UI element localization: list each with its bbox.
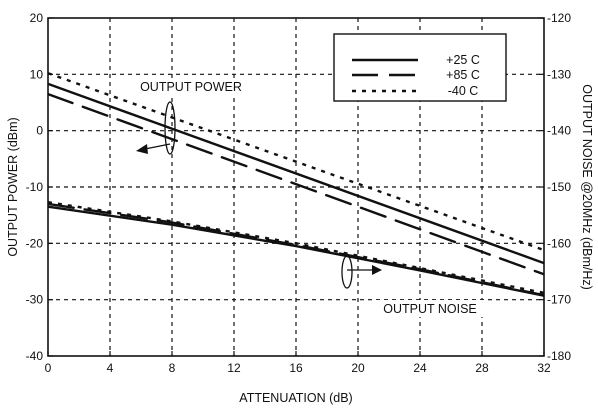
output-power-label: OUTPUT POWER	[140, 80, 242, 94]
y2-tick-label: -160	[547, 236, 571, 250]
noise-group-ellipse	[341, 255, 353, 289]
x-tick-label: 28	[475, 361, 489, 375]
output-power-annotation: OUTPUT POWER	[126, 78, 256, 155]
y-axis-ticks: -40 -30 -20 -10 0 10 20	[26, 11, 53, 363]
output-noise-label: OUTPUT NOISE	[383, 302, 477, 316]
legend-box	[333, 33, 507, 102]
y-tick-label: 10	[30, 67, 44, 81]
y2-axis-title: OUTPUT NOISE @20MHz (dBm/Hz)	[580, 84, 594, 290]
power-arrow-head	[136, 144, 148, 154]
y-tick-label: -40	[26, 349, 44, 363]
noise-arrow-head	[372, 265, 382, 275]
x-tick-label: 8	[169, 361, 176, 375]
x-tick-label: 32	[537, 361, 551, 375]
y-tick-label: -10	[26, 180, 44, 194]
x-tick-label: 0	[45, 361, 52, 375]
x-tick-label: 4	[107, 361, 114, 375]
y2-tick-label: -120	[547, 11, 571, 25]
x-axis-ticks: 0 4 8 12 16 20 24 28 32	[45, 351, 551, 375]
noise-label-bg	[376, 300, 484, 317]
y2-tick-label: -140	[547, 124, 571, 138]
y-tick-label: 20	[30, 11, 44, 25]
y2-axis-ticks: -180 -170 -160 -150 -140 -130 -120	[539, 11, 571, 363]
legend: +25 C +85 C -40 C	[333, 33, 507, 102]
y-axis-title: OUTPUT POWER (dBm)	[6, 117, 20, 256]
y2-tick-label: -130	[547, 67, 571, 81]
series-power-solid	[48, 82, 544, 265]
legend-label-25c: +25 C	[446, 53, 480, 67]
series-noise-dotted	[48, 201, 544, 295]
x-axis-title: ATTENUATION (dB)	[239, 391, 352, 405]
power-label-bg	[126, 78, 256, 95]
x-tick-label: 20	[351, 361, 365, 375]
output-noise-annotation: OUTPUT NOISE	[341, 255, 484, 317]
series-power-long-dash	[48, 92, 544, 276]
power-group-ellipse	[164, 101, 176, 155]
y-tick-label: -30	[26, 293, 44, 307]
legend-label-minus40c: -40 C	[448, 84, 479, 98]
y-tick-label: -20	[26, 236, 44, 250]
series-noise-long-dash	[48, 202, 544, 297]
x-tick-label: 12	[227, 361, 241, 375]
x-tick-label: 16	[289, 361, 303, 375]
series-lines	[48, 72, 544, 297]
y-tick-label: 0	[36, 124, 43, 138]
series-power-dotted	[48, 72, 544, 252]
y2-tick-label: -150	[547, 180, 571, 194]
x-tick-label: 24	[413, 361, 427, 375]
y2-tick-label: -180	[547, 349, 571, 363]
y2-tick-label: -170	[547, 293, 571, 307]
legend-label-85c: +85 C	[446, 68, 480, 82]
